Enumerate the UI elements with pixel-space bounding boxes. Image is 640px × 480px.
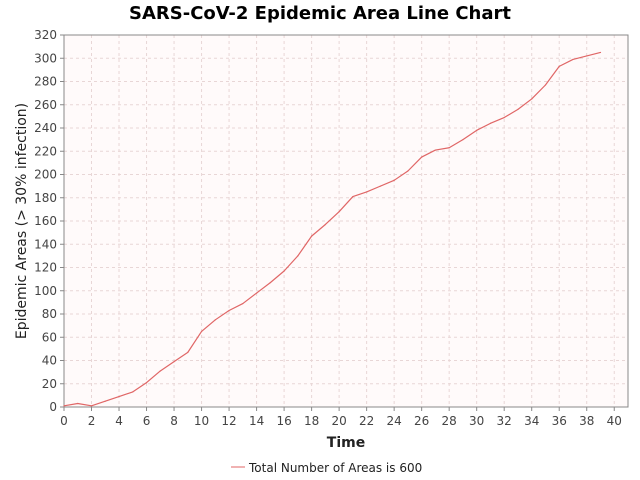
data-point <box>366 191 368 193</box>
legend: Total Number of Areas is 600 <box>231 461 422 475</box>
data-point <box>311 235 313 237</box>
x-tick-label: 26 <box>414 414 429 428</box>
data-point <box>159 370 161 372</box>
x-axis-label: Time <box>327 435 365 451</box>
y-tick-label: 320 <box>34 28 57 42</box>
data-point <box>531 98 533 100</box>
y-axis-label: Epidemic Areas (> 30% infection) <box>14 103 30 339</box>
chart-title: SARS-CoV-2 Epidemic Area Line Chart <box>129 3 511 24</box>
data-point <box>586 55 588 57</box>
data-point <box>297 255 299 257</box>
data-point <box>503 116 505 119</box>
data-point <box>544 84 547 86</box>
y-tick-label: 220 <box>34 144 57 158</box>
y-tick-label: 60 <box>42 330 57 344</box>
x-tick-label: 40 <box>607 414 622 428</box>
y-tick-label: 120 <box>34 261 57 275</box>
data-point <box>434 149 437 151</box>
y-tick-label: 200 <box>34 168 57 182</box>
x-tick-label: 16 <box>276 414 291 428</box>
x-tick-label: 36 <box>552 414 567 428</box>
data-point <box>187 351 189 353</box>
data-point <box>352 195 354 198</box>
y-tick-label: 20 <box>42 377 57 391</box>
x-tick-label: 14 <box>249 414 264 428</box>
axes <box>60 34 629 411</box>
data-point <box>255 292 258 294</box>
data-point <box>269 282 271 284</box>
x-tick-label: 38 <box>579 414 594 428</box>
plot-border <box>63 34 629 408</box>
x-tick-label: 24 <box>387 414 402 428</box>
y-tick-label: 100 <box>34 284 57 298</box>
data-point <box>338 211 340 213</box>
y-tick-label: 0 <box>49 400 57 414</box>
tick-labels: 0 2 4 6 8 10 12 14 16 18 20 22 24 26 28 30 32 34 36 38 40020… <box>34 28 622 428</box>
data-point <box>132 391 134 393</box>
data-point <box>63 405 65 407</box>
data-point <box>324 223 326 226</box>
y-tick-label: 80 <box>42 307 57 321</box>
data-point <box>558 65 560 67</box>
x-tick-label: 12 <box>221 414 236 428</box>
y-tick-label: 240 <box>34 121 57 135</box>
data-point <box>242 302 244 305</box>
data-point <box>77 402 79 405</box>
x-tick-label: 30 <box>469 414 484 428</box>
data-point <box>200 330 203 333</box>
data-point <box>448 147 450 149</box>
x-tick-label: 6 <box>143 414 151 428</box>
data-point <box>283 270 285 272</box>
series-line <box>63 51 601 407</box>
x-tick-label: 32 <box>497 414 512 428</box>
data-point <box>599 51 602 54</box>
data-point <box>104 400 106 402</box>
data-point <box>173 361 175 363</box>
x-tick-label: 18 <box>304 414 319 428</box>
data-point <box>90 405 93 407</box>
data-point <box>476 129 478 131</box>
y-tick-label: 40 <box>42 354 57 368</box>
series-layer <box>63 51 602 407</box>
data-point <box>572 58 574 61</box>
y-tick-label: 280 <box>34 75 57 89</box>
x-tick-label: 8 <box>170 414 178 428</box>
data-point <box>228 309 230 312</box>
x-tick-label: 10 <box>194 414 209 428</box>
data-point <box>517 108 519 110</box>
y-tick-label: 180 <box>34 191 57 205</box>
x-tick-label: 20 <box>331 414 346 428</box>
data-point <box>489 122 492 124</box>
x-tick-label: 4 <box>115 414 123 428</box>
legend-label: Total Number of Areas is 600 <box>248 461 422 475</box>
data-point <box>145 381 148 384</box>
y-tick-label: 140 <box>34 237 57 251</box>
x-tick-label: 2 <box>88 414 96 428</box>
x-tick-label: 28 <box>442 414 457 428</box>
data-point <box>462 139 464 141</box>
y-tick-label: 300 <box>34 51 57 65</box>
data-point <box>393 179 395 181</box>
x-tick-label: 22 <box>359 414 374 428</box>
data-point <box>214 319 216 321</box>
data-point <box>421 156 423 158</box>
x-tick-label: 0 <box>60 414 68 428</box>
data-point <box>379 185 381 187</box>
data-point <box>118 395 120 398</box>
y-tick-label: 160 <box>34 214 57 228</box>
y-tick-label: 260 <box>34 98 57 112</box>
x-tick-label: 34 <box>524 414 539 428</box>
data-point <box>407 170 409 172</box>
